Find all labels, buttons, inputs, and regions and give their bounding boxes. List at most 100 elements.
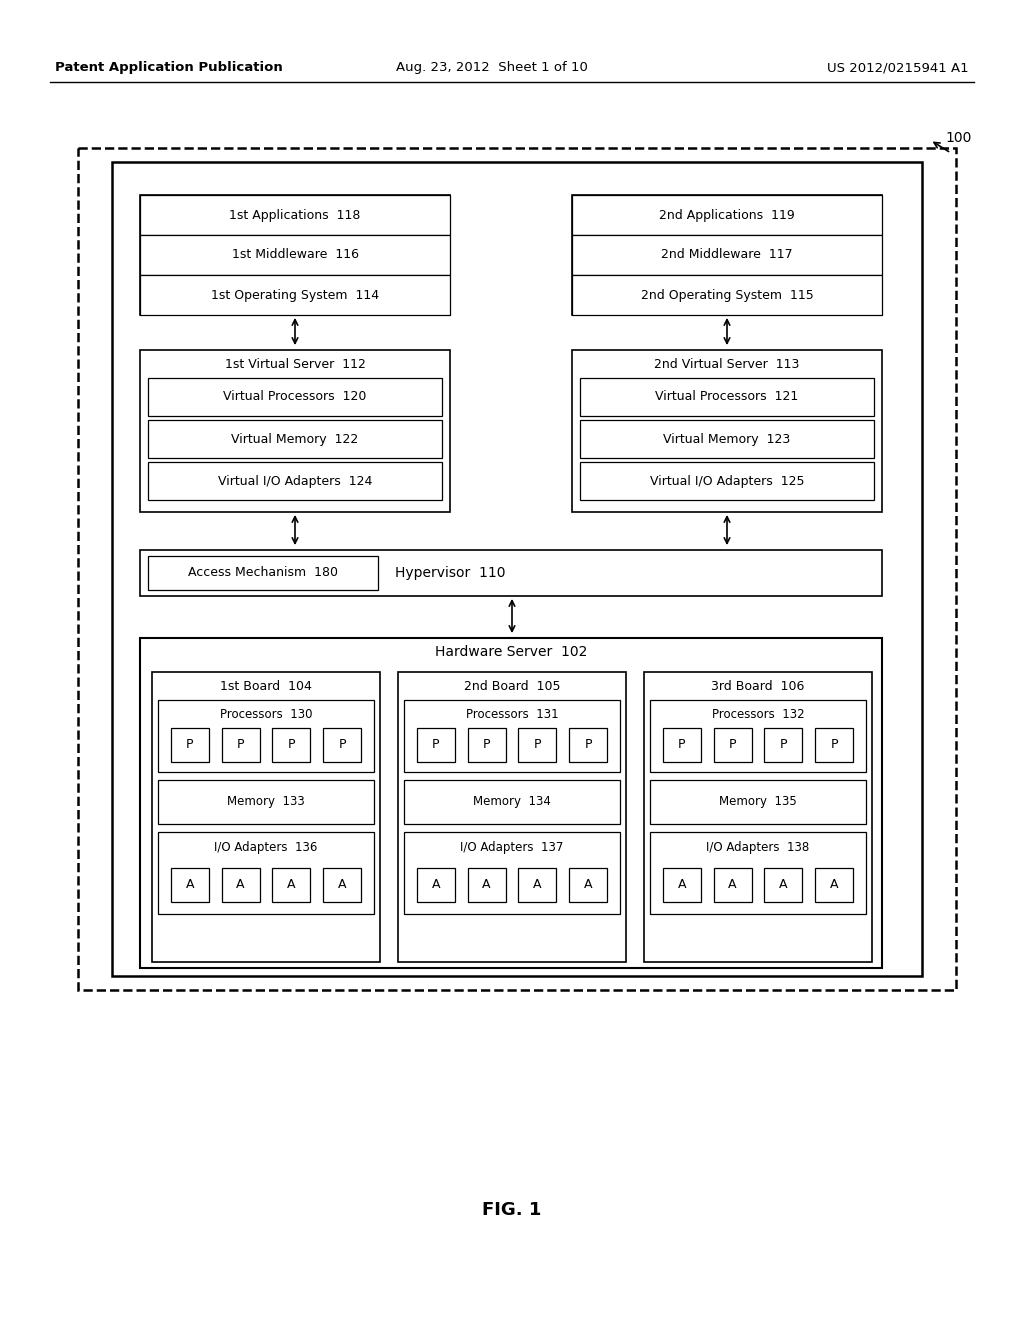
- Text: P: P: [237, 738, 245, 751]
- Text: 100: 100: [945, 131, 972, 145]
- Text: A: A: [185, 879, 195, 891]
- Text: P: P: [483, 738, 490, 751]
- Bar: [140, 195, 450, 315]
- Bar: [815, 869, 853, 902]
- Text: A: A: [779, 879, 787, 891]
- Bar: [324, 869, 361, 902]
- Bar: [140, 195, 450, 235]
- Bar: [404, 780, 620, 824]
- Text: 2nd Board  105: 2nd Board 105: [464, 680, 560, 693]
- Bar: [148, 556, 378, 590]
- Bar: [764, 729, 803, 762]
- Text: P: P: [288, 738, 295, 751]
- Text: 1st Applications  118: 1st Applications 118: [229, 209, 360, 222]
- Bar: [663, 729, 700, 762]
- Bar: [221, 869, 260, 902]
- Bar: [148, 420, 442, 458]
- Bar: [152, 672, 380, 962]
- Bar: [417, 729, 455, 762]
- Text: 1st Operating System  114: 1st Operating System 114: [211, 289, 379, 301]
- Text: A: A: [728, 879, 737, 891]
- Bar: [572, 350, 882, 512]
- Bar: [404, 700, 620, 772]
- Bar: [572, 235, 882, 275]
- Text: Hardware Server  102: Hardware Server 102: [435, 645, 587, 659]
- Bar: [569, 869, 607, 902]
- Bar: [815, 729, 853, 762]
- Text: Virtual Memory  123: Virtual Memory 123: [664, 433, 791, 446]
- Bar: [764, 869, 803, 902]
- Text: A: A: [482, 879, 490, 891]
- Text: I/O Adapters  138: I/O Adapters 138: [707, 842, 810, 854]
- Bar: [468, 869, 506, 902]
- Bar: [714, 729, 752, 762]
- Bar: [140, 350, 450, 512]
- Bar: [580, 420, 874, 458]
- Text: P: P: [830, 738, 838, 751]
- Text: P: P: [534, 738, 541, 751]
- Text: P: P: [729, 738, 736, 751]
- Text: Processors  130: Processors 130: [220, 708, 312, 721]
- Text: P: P: [678, 738, 685, 751]
- Text: I/O Adapters  136: I/O Adapters 136: [214, 842, 317, 854]
- Bar: [644, 672, 872, 962]
- Text: Virtual Processors  120: Virtual Processors 120: [223, 391, 367, 404]
- Bar: [518, 729, 556, 762]
- Bar: [140, 275, 450, 315]
- Bar: [580, 378, 874, 416]
- Bar: [468, 729, 506, 762]
- Text: A: A: [829, 879, 839, 891]
- Text: P: P: [339, 738, 346, 751]
- Text: I/O Adapters  137: I/O Adapters 137: [461, 842, 563, 854]
- Text: A: A: [584, 879, 593, 891]
- Text: A: A: [534, 879, 542, 891]
- Text: Virtual I/O Adapters  124: Virtual I/O Adapters 124: [218, 474, 372, 487]
- Text: Processors  131: Processors 131: [466, 708, 558, 721]
- Bar: [158, 832, 374, 913]
- Bar: [404, 832, 620, 913]
- Bar: [140, 638, 882, 968]
- Bar: [112, 162, 922, 975]
- Text: 1st Middleware  116: 1st Middleware 116: [231, 248, 358, 261]
- Bar: [714, 869, 752, 902]
- Text: 2nd Operating System  115: 2nd Operating System 115: [641, 289, 813, 301]
- Text: P: P: [779, 738, 787, 751]
- Text: A: A: [287, 879, 296, 891]
- Text: 1st Virtual Server  112: 1st Virtual Server 112: [224, 358, 366, 371]
- Text: Memory  133: Memory 133: [227, 796, 305, 808]
- Bar: [580, 462, 874, 500]
- Bar: [140, 550, 882, 597]
- Text: A: A: [237, 879, 245, 891]
- Bar: [572, 195, 882, 235]
- Text: A: A: [431, 879, 440, 891]
- Bar: [148, 462, 442, 500]
- Text: Aug. 23, 2012  Sheet 1 of 10: Aug. 23, 2012 Sheet 1 of 10: [396, 62, 588, 74]
- Text: Patent Application Publication: Patent Application Publication: [55, 62, 283, 74]
- Bar: [650, 780, 866, 824]
- Bar: [148, 378, 442, 416]
- Text: 2nd Applications  119: 2nd Applications 119: [659, 209, 795, 222]
- Text: Memory  135: Memory 135: [719, 796, 797, 808]
- Bar: [518, 869, 556, 902]
- Bar: [140, 235, 450, 275]
- Bar: [272, 729, 310, 762]
- Text: Processors  132: Processors 132: [712, 708, 804, 721]
- Text: A: A: [338, 879, 346, 891]
- Bar: [324, 729, 361, 762]
- Bar: [171, 869, 209, 902]
- Text: P: P: [186, 738, 194, 751]
- Bar: [158, 780, 374, 824]
- Bar: [398, 672, 626, 962]
- Text: FIG. 1: FIG. 1: [482, 1201, 542, 1218]
- Text: Virtual Memory  122: Virtual Memory 122: [231, 433, 358, 446]
- Text: A: A: [678, 879, 686, 891]
- Text: P: P: [432, 738, 439, 751]
- Text: Memory  134: Memory 134: [473, 796, 551, 808]
- Text: 3rd Board  106: 3rd Board 106: [712, 680, 805, 693]
- Text: US 2012/0215941 A1: US 2012/0215941 A1: [827, 62, 969, 74]
- Bar: [171, 729, 209, 762]
- Text: Access Mechanism  180: Access Mechanism 180: [188, 566, 338, 579]
- Bar: [417, 869, 455, 902]
- Text: 2nd Virtual Server  113: 2nd Virtual Server 113: [654, 358, 800, 371]
- Text: 2nd Middleware  117: 2nd Middleware 117: [662, 248, 793, 261]
